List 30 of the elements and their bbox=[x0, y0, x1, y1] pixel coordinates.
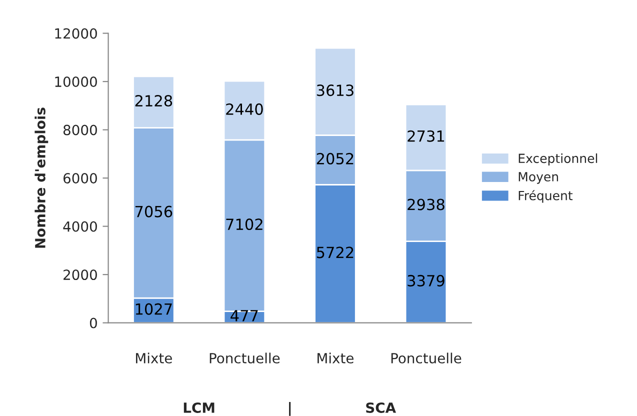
data-label: 2128 bbox=[135, 94, 172, 107]
text: SCA bbox=[366, 402, 396, 413]
x-tick-label: Ponctuelle bbox=[391, 352, 462, 364]
data-label: 2731 bbox=[408, 130, 444, 142]
y-tick-label: 6000 bbox=[63, 173, 97, 184]
data-label: 3613 bbox=[316, 84, 354, 96]
y-tick-label: 12000 bbox=[55, 28, 97, 39]
data-label: 2440 bbox=[226, 103, 263, 115]
x-tick-label: Mixte bbox=[318, 352, 354, 364]
legend-label: Exceptionnel bbox=[518, 153, 598, 166]
y-tick-label: 10000 bbox=[55, 76, 97, 88]
text: LCM bbox=[184, 402, 214, 413]
text: | bbox=[289, 402, 291, 416]
legend-label: Moyen bbox=[518, 172, 558, 184]
data-label: 3379 bbox=[408, 274, 444, 286]
x-tick-label: Mixte bbox=[136, 352, 172, 364]
y-axis-title: Nombre d'emplois bbox=[34, 108, 48, 248]
data-label: 7102 bbox=[226, 218, 262, 230]
y-tick-label: 2000 bbox=[64, 270, 97, 280]
data-label: 5722 bbox=[316, 246, 354, 258]
legend-label: Fréquent bbox=[518, 190, 573, 203]
data-label: 2938 bbox=[408, 198, 444, 210]
data-label: 2052 bbox=[316, 152, 354, 164]
data-label: 477 bbox=[230, 310, 258, 322]
y-tick-label: 4000 bbox=[63, 221, 97, 232]
y-tick-label: 0 bbox=[90, 318, 97, 328]
x-tick-label: Ponctuelle bbox=[210, 352, 280, 364]
data-label: 1027 bbox=[136, 303, 172, 315]
y-tick-label: 8000 bbox=[63, 124, 97, 136]
data-label: 7056 bbox=[135, 206, 172, 218]
